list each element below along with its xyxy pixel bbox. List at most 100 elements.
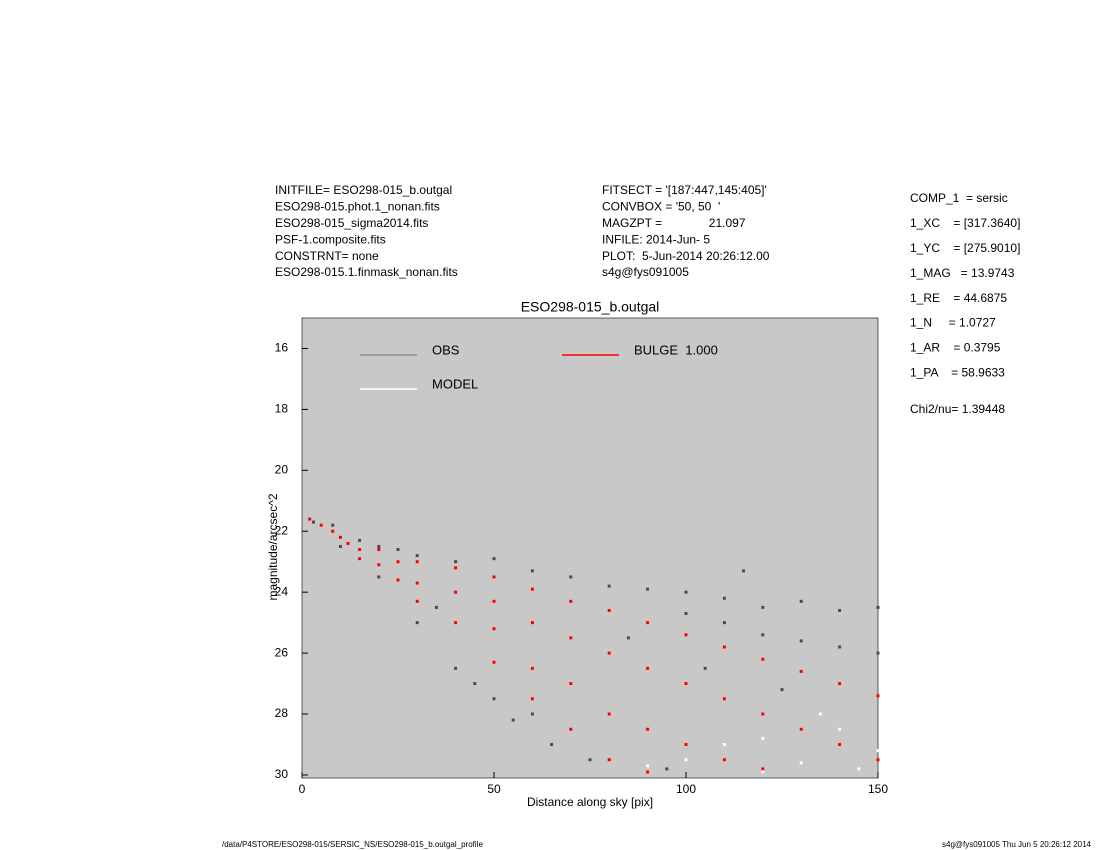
point — [492, 627, 496, 631]
point — [308, 517, 312, 521]
x-tick-label: 50 — [487, 782, 501, 796]
point — [415, 621, 419, 625]
point — [780, 688, 784, 692]
point — [331, 529, 335, 533]
point — [838, 645, 842, 649]
point — [346, 541, 350, 545]
point — [454, 666, 458, 670]
fit-parameter: 1_XC = [317.3640] — [910, 216, 1020, 230]
point — [569, 599, 573, 603]
point — [415, 560, 419, 564]
fit-parameter: 1_PA = 58.9633 — [910, 365, 1005, 379]
chi2: Chi2/nu= 1.39448 — [910, 402, 1005, 416]
header-middle-line: FITSECT = '[187:447,145:405]' — [602, 183, 767, 197]
point — [530, 621, 534, 625]
point — [722, 621, 726, 625]
header-left-line: INITFILE= ESO298-015_b.outgal — [275, 183, 452, 197]
point — [646, 666, 650, 670]
point — [876, 749, 880, 753]
point — [761, 767, 765, 771]
point — [607, 608, 611, 612]
fit-parameter: 1_YC = [275.9010] — [910, 241, 1020, 255]
point — [569, 727, 573, 731]
point — [684, 742, 688, 746]
point — [338, 535, 342, 539]
point — [838, 727, 842, 731]
y-tick-label: 20 — [275, 462, 289, 476]
point — [530, 697, 534, 701]
point — [876, 651, 880, 655]
y-tick-label: 16 — [275, 341, 289, 355]
point — [684, 611, 688, 615]
footer-path: /data/P4STORE/ESO298-015/SERSIC_NS/ESO29… — [222, 840, 483, 849]
point — [473, 682, 477, 686]
fit-parameter: 1_RE = 44.6875 — [910, 291, 1007, 305]
point — [684, 682, 688, 686]
x-tick-label: 150 — [868, 782, 888, 796]
point — [722, 758, 726, 762]
point — [358, 557, 362, 561]
point — [722, 697, 726, 701]
point — [761, 770, 765, 774]
point — [434, 605, 438, 609]
point — [838, 608, 842, 612]
point — [876, 758, 880, 762]
header-middle-line: MAGZPT = 21.097 — [602, 216, 746, 230]
header-left-line: CONSTRNT= none — [275, 249, 379, 263]
y-tick-label: 24 — [275, 584, 289, 598]
point — [415, 554, 419, 558]
fit-parameter: COMP_1 = sersic — [910, 191, 1008, 205]
y-tick-label: 30 — [275, 767, 289, 781]
fit-parameter: 1_MAG = 13.9743 — [910, 266, 1015, 280]
point — [396, 548, 400, 552]
fit-parameter: 1_N = 1.0727 — [910, 316, 996, 330]
point — [511, 718, 515, 722]
point — [665, 767, 669, 771]
legend-label: OBS — [432, 342, 460, 357]
point — [377, 563, 381, 567]
chart-title: ESO298-015_b.outgal — [521, 299, 660, 315]
point — [607, 584, 611, 588]
point — [358, 538, 362, 542]
header-middle-line: PLOT: 5-Jun-2014 20:26:12.00 — [602, 249, 770, 263]
point — [377, 575, 381, 579]
point — [492, 557, 496, 561]
point — [492, 599, 496, 603]
point — [454, 590, 458, 594]
header-middle-line: s4g@fys091005 — [602, 265, 689, 279]
plot-area — [301, 317, 879, 779]
header-middle-line: CONVBOX = '50, 50 ' — [602, 200, 720, 214]
point — [818, 712, 822, 716]
fit-parameter: 1_AR = 0.3795 — [910, 341, 1001, 355]
point — [684, 758, 688, 762]
x-tick-label: 0 — [299, 782, 306, 796]
point — [550, 742, 554, 746]
point — [530, 666, 534, 670]
point — [454, 621, 458, 625]
point — [377, 544, 381, 548]
point — [415, 599, 419, 603]
point — [703, 666, 707, 670]
point — [415, 581, 419, 585]
point — [799, 761, 803, 765]
point — [742, 569, 746, 573]
point — [684, 633, 688, 637]
point — [338, 544, 342, 548]
y-tick-label: 22 — [275, 523, 289, 537]
legend-label: MODEL — [432, 376, 478, 391]
point — [607, 758, 611, 762]
footer-stamp: s4g@fys091005 Thu Jun 5 20:26:12 2014 — [942, 840, 1092, 849]
point — [722, 596, 726, 600]
point — [312, 520, 316, 524]
point — [684, 590, 688, 594]
point — [838, 682, 842, 686]
point — [646, 587, 650, 591]
y-tick-label: 18 — [275, 402, 289, 416]
header-middle-line: INFILE: 2014-Jun- 5 — [602, 232, 710, 246]
y-axis-label: magnitude/arcsec^2 — [266, 493, 280, 600]
header-left-line: ESO298-015.phot.1_nonan.fits — [275, 200, 440, 214]
point — [799, 669, 803, 673]
point — [492, 575, 496, 579]
point — [492, 660, 496, 664]
